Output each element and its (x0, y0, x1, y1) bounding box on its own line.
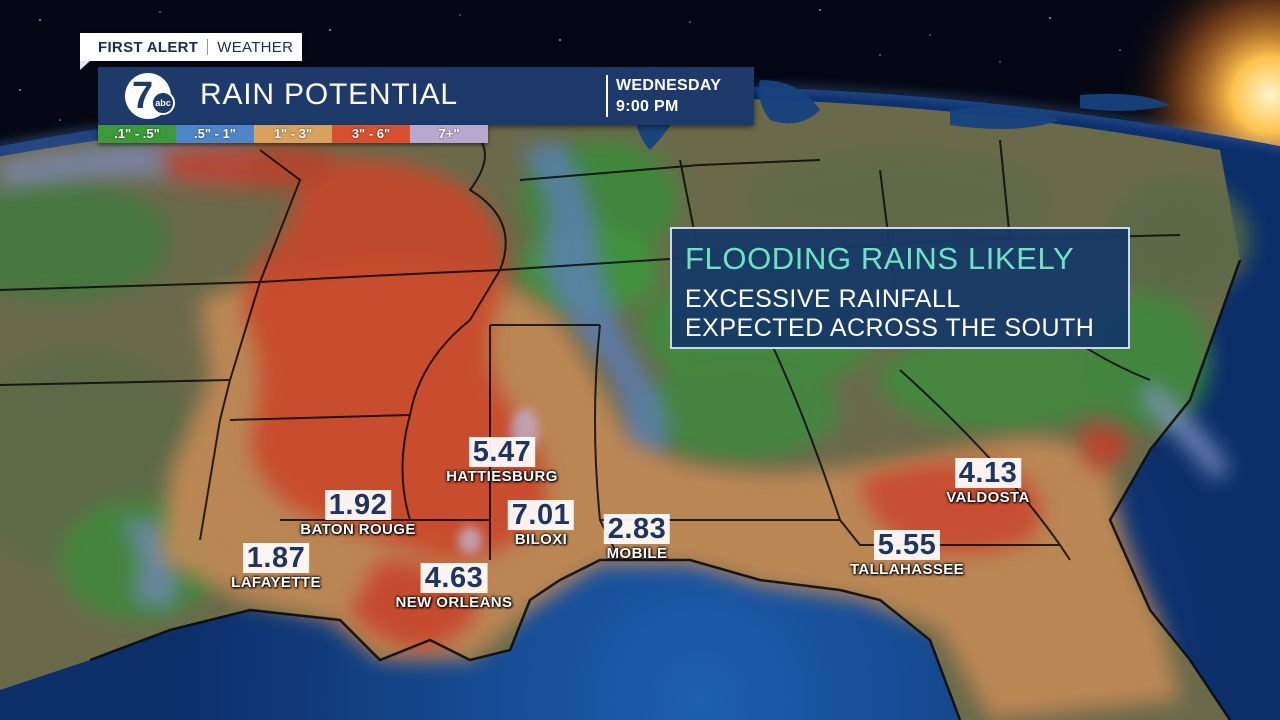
flood-callout: FLOODING RAINS LIKELY EXCESSIVE RAINFALL… (670, 227, 1130, 349)
title-divider (606, 75, 608, 117)
brand-first-alert: FIRST ALERT (98, 38, 199, 56)
city-name: LAFAYETTE (231, 574, 321, 591)
legend-cell: .5" - 1" (176, 125, 254, 143)
city-name: NEW ORLEANS (395, 594, 513, 611)
city-name: BILOXI (514, 531, 568, 548)
city-tallahassee: 5.55 TALLAHASSEE (850, 530, 964, 578)
rain-legend: .1" - .5" .5" - 1" 1" - 3" 3" - 6" 7+" (98, 125, 488, 143)
city-name: MOBILE (606, 545, 668, 562)
city-rain-value: 1.92 (324, 490, 392, 520)
callout-headline: FLOODING RAINS LIKELY (685, 241, 1075, 276)
station-logo-icon: 7 abc (125, 73, 175, 119)
brand-weather: WEATHER (217, 38, 294, 56)
logo-number: 7 (132, 75, 154, 117)
legend-cell: 3" - 6" (332, 125, 410, 143)
city-rain-value: 2.83 (603, 514, 671, 544)
city-new-orleans: 4.63 NEW ORLEANS (396, 563, 513, 611)
forecast-day: WEDNESDAY (616, 77, 722, 94)
city-rain-value: 5.55 (873, 530, 941, 560)
legend-cell: 7+" (410, 125, 488, 143)
legend-cell: 1" - 3" (254, 125, 332, 143)
city-valdosta: 4.13 VALDOSTA (946, 458, 1029, 506)
city-name: HATTIESBURG (446, 468, 558, 485)
city-baton-rouge: 1.92 BATON ROUGE (300, 490, 416, 538)
brand-divider (207, 39, 209, 55)
brand-tab: FIRST ALERT WEATHER (80, 33, 302, 70)
callout-line-2: EXPECTED ACROSS THE SOUTH (685, 314, 1095, 342)
city-biloxi: 7.01 BILOXI (507, 500, 575, 548)
legend-cell: .1" - .5" (98, 125, 176, 143)
logo-badge: abc (151, 91, 175, 115)
city-rain-value: 1.87 (242, 543, 310, 573)
title-bar: 7 abc RAIN POTENTIAL WEDNESDAY 9:00 PM (98, 67, 754, 125)
city-name: BATON ROUGE (300, 521, 416, 538)
city-name: TALLAHASSEE (849, 561, 965, 578)
city-hattiesburg: 5.47 HATTIESBURG (446, 437, 558, 485)
callout-line-1: EXCESSIVE RAINFALL (685, 285, 961, 313)
city-rain-value: 4.63 (420, 563, 488, 593)
city-lafayette: 1.87 LAFAYETTE (231, 543, 321, 591)
city-name: VALDOSTA (946, 489, 1030, 506)
city-rain-value: 4.13 (954, 458, 1022, 488)
city-rain-value: 5.47 (468, 437, 536, 467)
city-mobile: 2.83 MOBILE (603, 514, 671, 562)
city-rain-value: 7.01 (507, 500, 575, 530)
forecast-time: 9:00 PM (616, 98, 679, 115)
page-title: RAIN POTENTIAL (200, 78, 458, 111)
